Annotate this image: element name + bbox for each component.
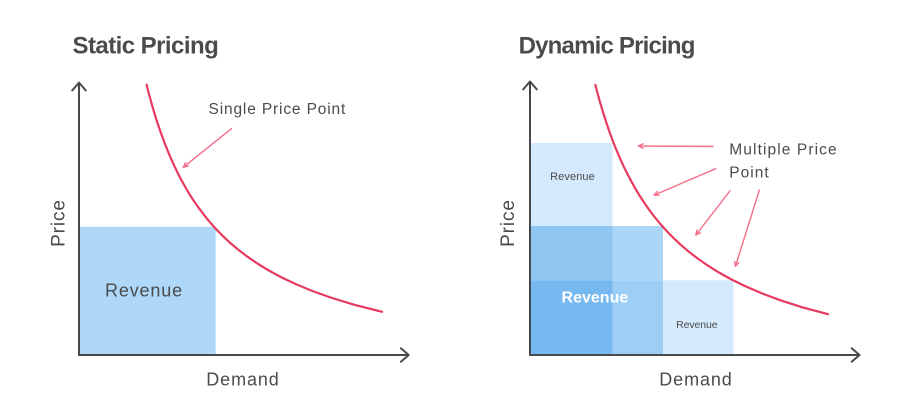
svg-text:Dynamic Pricing: Dynamic Pricing — [519, 33, 695, 60]
svg-text:Point: Point — [729, 165, 769, 182]
svg-text:Static Pricing: Static Pricing — [73, 33, 219, 60]
svg-text:Revenue: Revenue — [562, 290, 629, 307]
svg-text:Revenue: Revenue — [550, 171, 595, 183]
svg-text:Single Price Point: Single Price Point — [209, 101, 347, 118]
svg-text:Price: Price — [49, 199, 70, 247]
svg-text:Multiple Price: Multiple Price — [729, 142, 837, 159]
svg-text:Demand: Demand — [206, 370, 279, 390]
svg-text:Revenue: Revenue — [676, 319, 718, 331]
svg-text:Demand: Demand — [659, 370, 732, 390]
svg-text:Revenue: Revenue — [105, 281, 183, 301]
svg-text:Price: Price — [498, 199, 519, 247]
